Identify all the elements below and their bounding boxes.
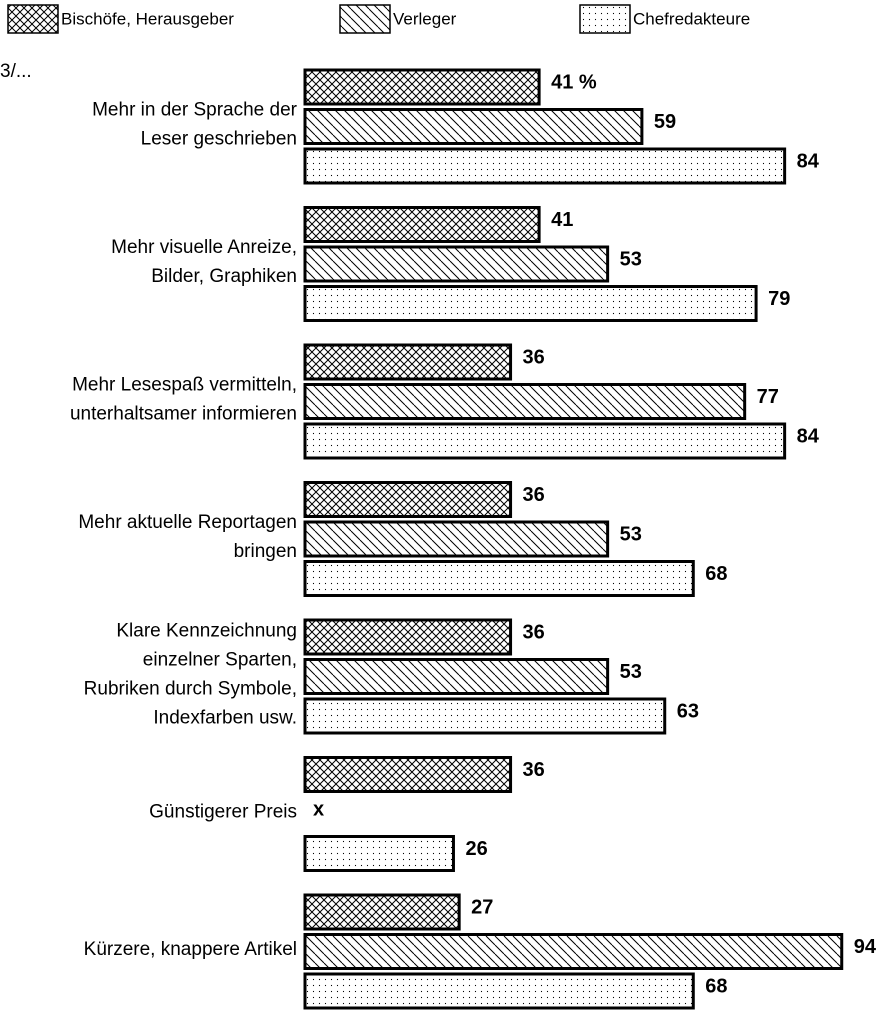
bar: [303, 520, 610, 558]
bar: [303, 481, 513, 518]
value-label: 94: [854, 936, 877, 958]
value-label: 53: [620, 248, 642, 270]
bar: [303, 422, 787, 460]
value-label: 53: [620, 661, 642, 683]
bar: [303, 206, 541, 243]
value-label: 27: [471, 896, 493, 918]
category-label: Mehr Lesespaß vermitteln, unterhaltsamer …: [70, 375, 297, 425]
value-label: 36: [523, 759, 545, 781]
value-label: 36: [523, 484, 545, 506]
legend-label: Chefredakteure: [633, 9, 750, 28]
bar: [303, 835, 455, 872]
bar: [303, 68, 541, 106]
bar: [303, 343, 513, 381]
legend-label: Bischöfe, Herausgeber: [61, 9, 234, 28]
bar: [303, 893, 461, 931]
bar: [303, 147, 787, 185]
value-label: 63: [677, 700, 699, 722]
value-label: 68: [705, 563, 727, 585]
value-label: 36: [523, 621, 545, 643]
category-label: Mehr in der Sprache der Leser geschrieben: [92, 100, 298, 150]
value-label: 59: [654, 111, 676, 133]
value-label: 77: [757, 386, 779, 408]
legend-swatch: [339, 4, 391, 34]
bar: [303, 658, 610, 695]
bar: [303, 972, 695, 1010]
bar: [303, 618, 513, 656]
category-label: Klare Kennzeichnung einzelner Sparten, Rub…: [84, 621, 297, 729]
value-label: 79: [768, 288, 790, 310]
value-label: 53: [620, 523, 642, 545]
value-label: 41 %: [551, 71, 597, 93]
value-label: 41: [551, 209, 573, 231]
category-label: Kürzere, knappere Artikel: [84, 939, 297, 960]
category-label: Mehr aktuelle Reportagen bringen: [78, 512, 297, 562]
bar: [303, 285, 758, 322]
category-label: Mehr visuelle Anreize, Bilder, Graphiken: [111, 237, 297, 287]
bar: [303, 697, 667, 735]
bar: [303, 933, 844, 970]
legend-swatch: [579, 4, 631, 34]
category-label: Günstigerer Preis: [149, 802, 297, 823]
legend-label: Verleger: [393, 9, 457, 28]
value-label: 36: [523, 346, 545, 368]
bar: [303, 383, 747, 420]
bar: [303, 245, 610, 283]
legend-swatch: [7, 4, 59, 34]
value-label: x: [313, 798, 324, 820]
note: 3/...: [0, 61, 32, 82]
bar: [303, 560, 695, 597]
value-label: 84: [797, 150, 820, 172]
bar: [303, 108, 644, 145]
value-label: 68: [705, 975, 727, 997]
value-label: 84: [797, 425, 820, 447]
bar: [303, 756, 513, 793]
value-label: 26: [465, 838, 487, 860]
